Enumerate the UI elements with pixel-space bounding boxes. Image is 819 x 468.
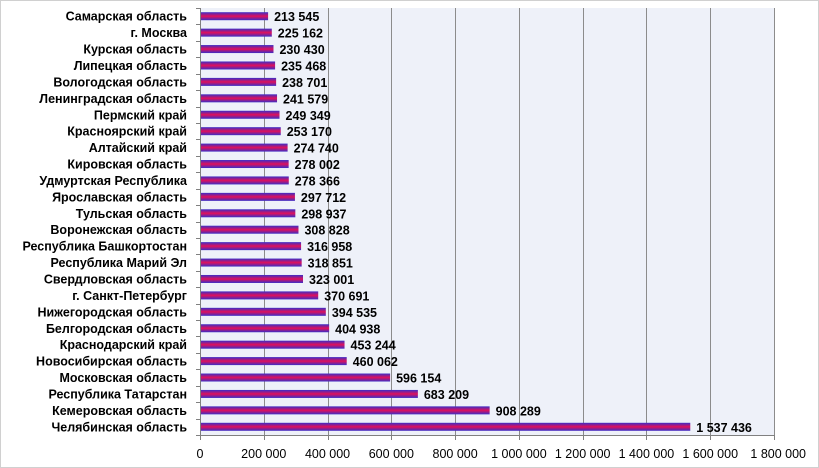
value-label: 230 430 — [279, 43, 324, 57]
value-label: 323 001 — [309, 273, 354, 287]
category-label: Удмуртская Республика — [39, 174, 188, 188]
value-label: 316 958 — [307, 240, 352, 254]
labels: Самарская область 213 545 г. Москва 225 162… — [22, 10, 806, 461]
value-label: 394 535 — [332, 306, 377, 320]
category-label: Кемеровская область — [52, 404, 187, 418]
value-label: 298 937 — [301, 207, 346, 221]
category-label: Ярославская область — [52, 190, 187, 204]
value-label: 404 938 — [335, 322, 380, 336]
x-tick-label: 0 — [197, 447, 204, 461]
bar — [201, 324, 330, 333]
value-label: 683 209 — [424, 388, 469, 402]
category-label: Ленинградская область — [39, 92, 187, 106]
bar — [201, 77, 277, 86]
x-tick-label: 800 000 — [433, 447, 478, 461]
bar — [201, 389, 418, 398]
value-label: 278 366 — [295, 174, 340, 188]
bar — [201, 406, 490, 415]
x-tick-label: 1 200 000 — [555, 447, 611, 461]
category-label: Тульская область — [76, 207, 188, 221]
value-label: 235 468 — [281, 59, 326, 73]
axes — [196, 8, 775, 440]
category-label: Пермский край — [94, 108, 187, 122]
bar — [201, 258, 302, 267]
bar — [201, 340, 345, 349]
value-label: 318 851 — [308, 257, 353, 271]
category-label: Липецкая область — [74, 59, 188, 73]
bar — [201, 274, 304, 283]
category-label: Республика Башкортостан — [22, 240, 187, 254]
value-label: 249 349 — [286, 109, 331, 123]
value-label: 213 545 — [274, 10, 319, 24]
value-label: 253 170 — [287, 125, 332, 139]
x-tick-label: 600 000 — [369, 447, 414, 461]
x-tick-label: 1 000 000 — [491, 447, 547, 461]
category-label: г. Санкт-Петербург — [72, 289, 187, 303]
category-label: Московская область — [59, 371, 187, 385]
value-label: 370 691 — [324, 289, 369, 303]
value-label: 908 289 — [496, 404, 541, 418]
category-label: Самарская область — [66, 10, 188, 24]
bar — [201, 143, 288, 152]
value-label: 274 740 — [294, 142, 339, 156]
category-label: Нижегородская область — [37, 305, 187, 319]
category-label: Красноярский край — [67, 125, 187, 139]
value-label: 297 712 — [301, 191, 346, 205]
bar — [201, 127, 281, 136]
x-tick-label: 400 000 — [305, 447, 350, 461]
bar — [201, 61, 276, 70]
category-label: Республика Татарстан — [48, 387, 187, 401]
x-tick-label: 1 400 000 — [619, 447, 675, 461]
value-label: 596 154 — [396, 372, 441, 386]
bar — [201, 209, 296, 218]
category-label: Челябинская область — [51, 420, 187, 434]
value-label: 453 244 — [351, 339, 396, 353]
category-label: Кировская область — [67, 158, 187, 172]
bar — [201, 192, 295, 201]
category-label: Свердловская область — [44, 272, 187, 286]
bar — [201, 94, 278, 103]
bar — [201, 225, 299, 234]
value-label: 241 579 — [283, 92, 328, 106]
category-label: Алтайский край — [89, 141, 187, 155]
x-tick-label: 1 600 000 — [682, 447, 738, 461]
bar — [201, 176, 289, 185]
x-tick-label: 200 000 — [241, 447, 286, 461]
value-label: 308 828 — [304, 224, 349, 238]
value-label: 225 162 — [278, 27, 323, 41]
bar — [201, 242, 302, 251]
bar — [201, 28, 272, 37]
bar — [201, 357, 347, 366]
category-label: Белгородская область — [46, 322, 187, 336]
x-tick-label: 1 800 000 — [750, 447, 806, 461]
bar — [201, 110, 280, 119]
bar — [201, 291, 319, 300]
bar — [201, 373, 391, 382]
bar — [201, 45, 274, 54]
value-label: 278 002 — [295, 158, 340, 172]
category-label: г. Москва — [131, 26, 189, 40]
category-label: Вологодская область — [53, 75, 187, 89]
value-label: 1 537 436 — [696, 421, 752, 435]
category-label: Краснодарский край — [60, 338, 187, 352]
category-label: Курская область — [83, 43, 187, 57]
bar — [201, 422, 691, 431]
bar — [201, 12, 269, 21]
bar — [201, 160, 289, 169]
value-label: 238 701 — [282, 76, 327, 90]
bars — [201, 12, 691, 431]
bar — [201, 307, 326, 316]
category-label: Новосибирская область — [36, 355, 187, 369]
category-label: Воронежская область — [50, 223, 187, 237]
value-label: 460 062 — [353, 355, 398, 369]
category-label: Республика Марий Эл — [51, 256, 188, 270]
